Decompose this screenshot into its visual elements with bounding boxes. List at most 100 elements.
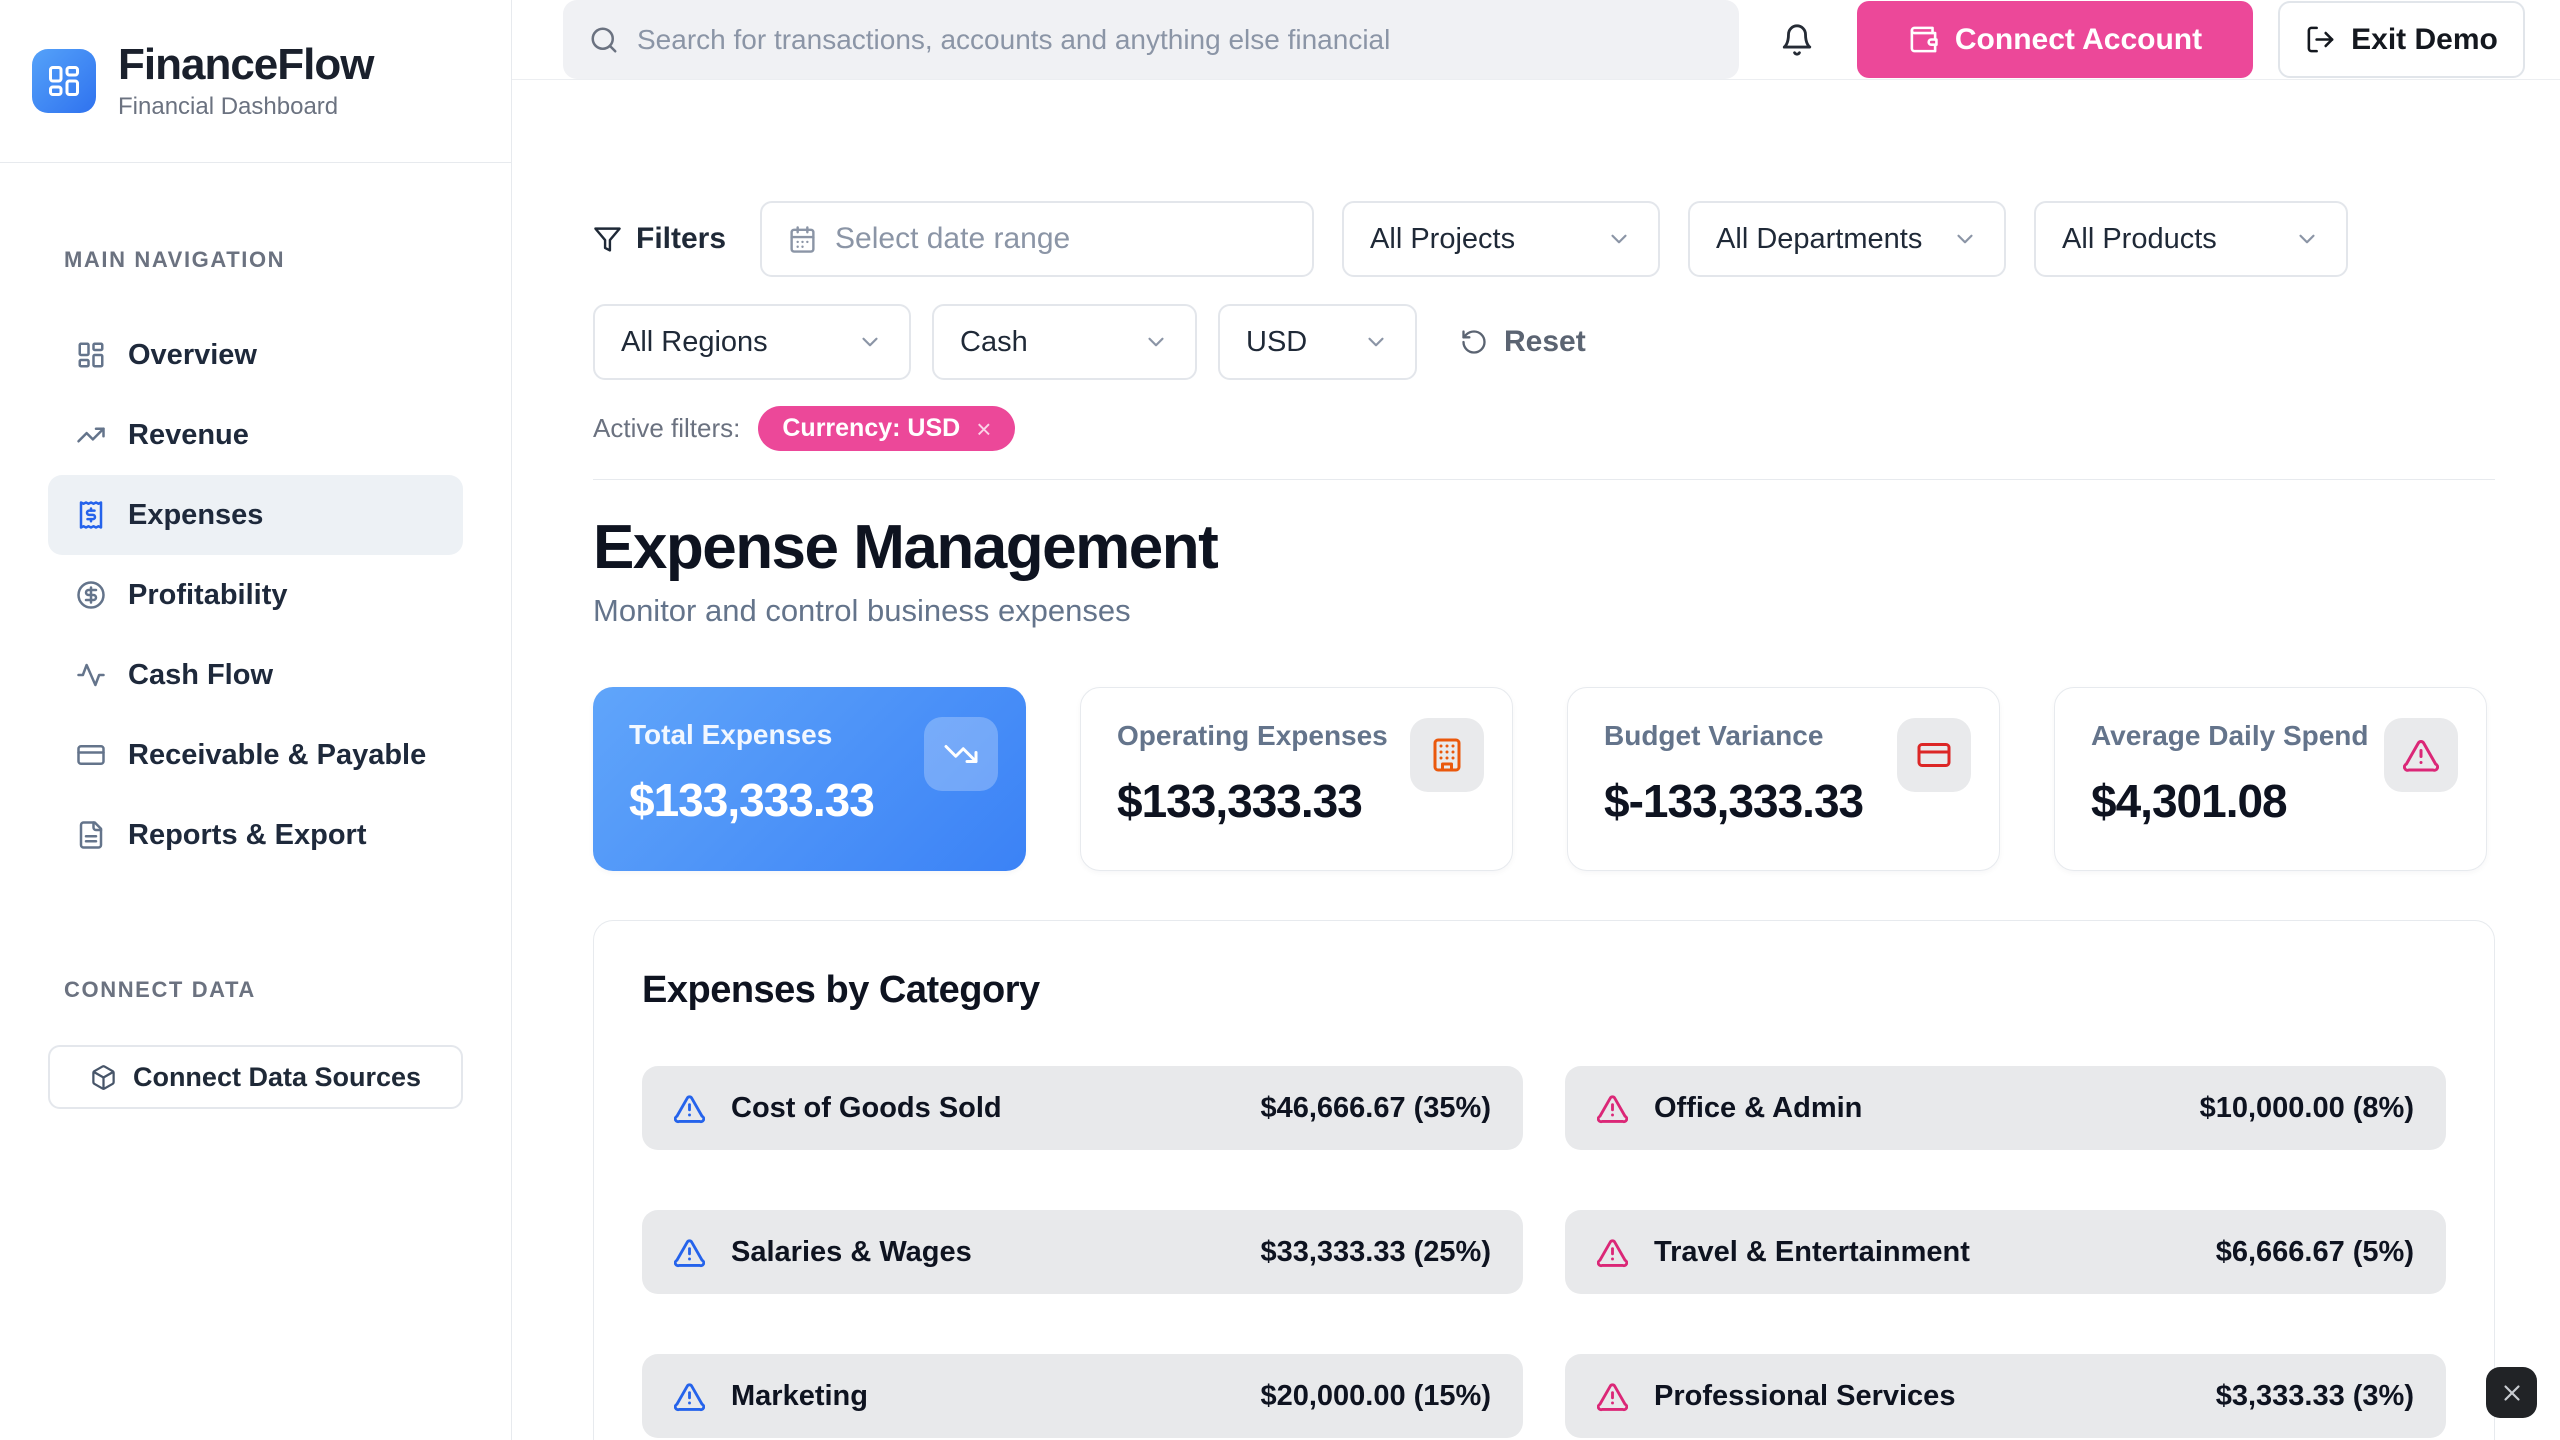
close-icon (2499, 1380, 2525, 1406)
category-row-professional-services: Professional Services $3,333.33 (3%) (1565, 1354, 2446, 1438)
content: Filters All Projects All Departments (512, 80, 2560, 1440)
category-row-marketing: Marketing $20,000.00 (15%) (642, 1354, 1523, 1438)
filters-heading: Filters (593, 222, 726, 256)
credit-card-icon (1897, 718, 1971, 792)
chevron-down-icon (1363, 329, 1389, 355)
chip-close-icon[interactable]: × (976, 413, 992, 444)
receipt-dollar-icon (76, 500, 106, 530)
reset-label: Reset (1504, 325, 1586, 358)
sidebar-item-overview[interactable]: Overview (48, 315, 463, 395)
products-select-value: All Products (2062, 222, 2217, 255)
connect-account-button[interactable]: Connect Account (1857, 1, 2253, 78)
chevron-down-icon (857, 329, 883, 355)
notifications-button[interactable] (1767, 10, 1827, 70)
page-title: Expense Management (593, 513, 1219, 582)
date-range-input[interactable] (760, 201, 1315, 277)
bell-icon (1780, 23, 1814, 57)
stat-card-title: Total Expenses (629, 719, 833, 750)
brand-text: FinanceFlow Financial Dashboard (118, 39, 374, 121)
connect-section-heading: CONNECT DATA (64, 977, 256, 1002)
payment-method-select[interactable]: Cash (932, 304, 1197, 380)
stat-card-title: Operating Expenses (1117, 720, 1388, 751)
log-out-icon (2305, 24, 2336, 55)
main-navigation: Overview Revenue Expenses Profitability (0, 315, 511, 875)
main-area: Connect Account Exit Demo Filters (512, 0, 2560, 1440)
wallet-icon (1908, 24, 1939, 55)
chevron-down-icon (1606, 226, 1632, 252)
stat-card-budget-variance[interactable]: Budget Variance $-133,333.33 (1567, 687, 2000, 871)
expenses-by-category-title: Expenses by Category (642, 969, 1040, 1011)
app-title: FinanceFlow (118, 39, 374, 89)
projects-select-value: All Projects (1370, 222, 1516, 255)
regions-select[interactable]: All Regions (593, 304, 911, 380)
activity-pulse-icon (76, 660, 106, 690)
departments-select[interactable]: All Departments (1688, 201, 2007, 277)
category-name: Travel & Entertainment (1654, 1235, 1970, 1268)
category-row-office-admin: Office & Admin $10,000.00 (8%) (1565, 1066, 2446, 1150)
alert-triangle-icon (2384, 718, 2458, 792)
sidebar-item-label: Reports & Export (128, 818, 367, 851)
trending-down-icon (924, 717, 998, 791)
chevron-down-icon (1143, 329, 1169, 355)
sidebar-item-label: Revenue (128, 418, 249, 451)
stat-card-value: $133,333.33 (1117, 775, 1363, 827)
stat-card-average-daily-spend[interactable]: Average Daily Spend $4,301.08 (2054, 687, 2487, 871)
stat-card-operating-expenses[interactable]: Operating Expenses $133,333.33 (1080, 687, 1513, 871)
search-input[interactable] (637, 23, 1713, 56)
sidebar-item-cash-flow[interactable]: Cash Flow (48, 635, 463, 715)
category-name: Office & Admin (1654, 1091, 1863, 1124)
search-icon (589, 25, 619, 55)
alert-triangle-icon (1597, 1237, 1628, 1268)
rotate-ccw-icon (1460, 328, 1488, 356)
sidebar-item-profitability[interactable]: Profitability (48, 555, 463, 635)
category-row-cost-of-goods-sold: Cost of Goods Sold $46,666.67 (35%) (642, 1066, 1523, 1150)
exit-demo-label: Exit Demo (2351, 22, 2498, 56)
sidebar: FinanceFlow Financial Dashboard MAIN NAV… (0, 0, 512, 1440)
category-amount: $20,000.00 (15%) (1260, 1379, 1491, 1412)
exit-demo-button[interactable]: Exit Demo (2278, 1, 2525, 78)
sidebar-item-receivable-payable[interactable]: Receivable & Payable (48, 715, 463, 795)
funnel-icon (593, 225, 622, 254)
regions-select-value: All Regions (621, 325, 768, 358)
alert-triangle-icon (1597, 1381, 1628, 1412)
sidebar-item-label: Expenses (128, 498, 264, 531)
app-logo-icon (32, 49, 96, 113)
category-row-salaries-wages: Salaries & Wages $33,333.33 (25%) (642, 1210, 1523, 1294)
sidebar-item-revenue[interactable]: Revenue (48, 395, 463, 475)
projects-select[interactable]: All Projects (1342, 201, 1661, 277)
stat-card-value: $-133,333.33 (1604, 775, 1864, 827)
floating-close-button[interactable] (2486, 1367, 2537, 1418)
alert-triangle-icon (674, 1237, 705, 1268)
sidebar-item-label: Profitability (128, 578, 288, 611)
active-filters-label: Active filters: (593, 413, 741, 443)
connect-account-label: Connect Account (1954, 22, 2203, 56)
products-select[interactable]: All Products (2034, 201, 2349, 277)
date-range-field[interactable] (835, 222, 1287, 256)
brand-header: FinanceFlow Financial Dashboard (0, 0, 511, 163)
currency-select[interactable]: USD (1218, 304, 1417, 380)
section-divider (593, 479, 2495, 480)
filters-row-2: All Regions Cash USD (593, 304, 2495, 380)
building-icon (1410, 718, 1484, 792)
currency-filter-chip: Currency: USD × (758, 406, 1016, 451)
topbar: Connect Account Exit Demo (512, 0, 2560, 80)
reset-filters-button[interactable]: Reset (1460, 325, 1586, 359)
connect-data-sources-label: Connect Data Sources (132, 1061, 422, 1092)
sidebar-item-label: Receivable & Payable (128, 738, 427, 771)
category-name: Marketing (731, 1379, 868, 1412)
calendar-icon (788, 225, 817, 254)
sidebar-item-expenses[interactable]: Expenses (48, 475, 463, 555)
sidebar-item-reports-export[interactable]: Reports & Export (48, 795, 463, 875)
category-amount: $46,666.67 (35%) (1260, 1091, 1491, 1124)
dashboard-grid-icon (76, 340, 106, 370)
active-filters-row: Active filters: Currency: USD × (593, 406, 2495, 451)
category-name: Professional Services (1654, 1379, 1956, 1412)
currency-filter-chip-label: Currency: USD (782, 414, 961, 442)
category-amount: $33,333.33 (25%) (1260, 1235, 1491, 1268)
stat-card-total-expenses[interactable]: Total Expenses $133,333.33 (593, 687, 1026, 871)
connect-data-sources-button[interactable]: Connect Data Sources (48, 1045, 463, 1109)
stat-card-value: $133,333.33 (629, 774, 875, 826)
alert-triangle-icon (1597, 1093, 1628, 1124)
stat-card-title: Budget Variance (1604, 720, 1824, 751)
